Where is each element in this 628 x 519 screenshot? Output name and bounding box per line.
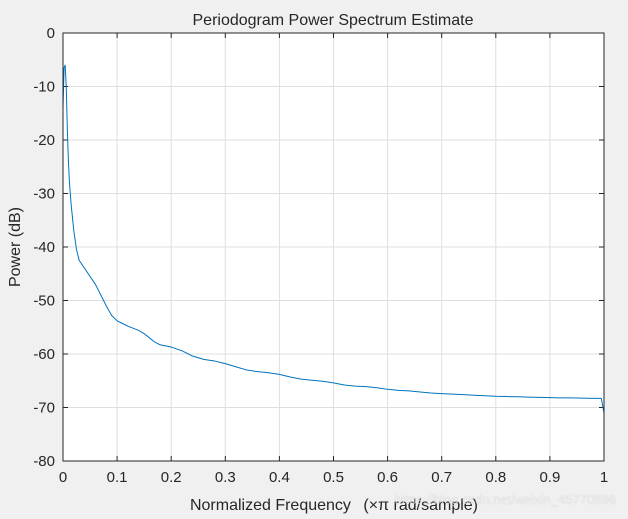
x-tick-label: 0.8: [485, 469, 506, 486]
y-tick-label: -20: [33, 132, 55, 149]
y-tick-label: -40: [33, 239, 55, 256]
plot-area: [62, 64, 605, 413]
x-tick-label: 0.4: [269, 469, 290, 486]
x-tick-label: 0.9: [539, 469, 560, 486]
axes-frame: [62, 32, 605, 462]
x-tick-label: 0.7: [431, 469, 452, 486]
x-tick-label: 1: [600, 469, 608, 486]
x-tick-label: 0.6: [377, 469, 398, 486]
y-tick-label: 0: [47, 25, 55, 42]
y-tick-label: -10: [33, 79, 55, 96]
y-tick-labels: 0 -10 -20 -30 -40 -50 -60 -70 -80: [33, 25, 55, 470]
y-axis-label: Power (dB): [7, 207, 24, 287]
x-tick-labels: 0 0.1 0.2 0.3 0.4 0.5 0.6 0.7 0.8 0.9 1: [59, 469, 608, 486]
watermark-text: https://blog.csdn.net/weixin_45770896: [394, 492, 616, 507]
chart-title: Periodogram Power Spectrum Estimate: [193, 12, 474, 29]
y-tick-label: -30: [33, 186, 55, 203]
x-tick-label: 0: [59, 469, 67, 486]
x-axis-label: Normalized Frequency (×π rad/sample): [190, 497, 478, 514]
x-axis-label-main: Normalized Frequency: [190, 497, 351, 514]
x-tick-label: 0.2: [161, 469, 182, 486]
x-tick-label: 0.5: [323, 469, 344, 486]
y-tick-label: -80: [33, 453, 55, 470]
x-tick-label: 0.1: [107, 469, 128, 486]
x-axis-label-unit: (×π rad/sample): [363, 497, 478, 514]
x-tick-label: 0.3: [215, 469, 236, 486]
y-tick-label: -50: [33, 293, 55, 310]
y-tick-label: -60: [33, 346, 55, 363]
y-tick-label: -70: [33, 400, 55, 417]
spectrum-line: [62, 64, 605, 413]
